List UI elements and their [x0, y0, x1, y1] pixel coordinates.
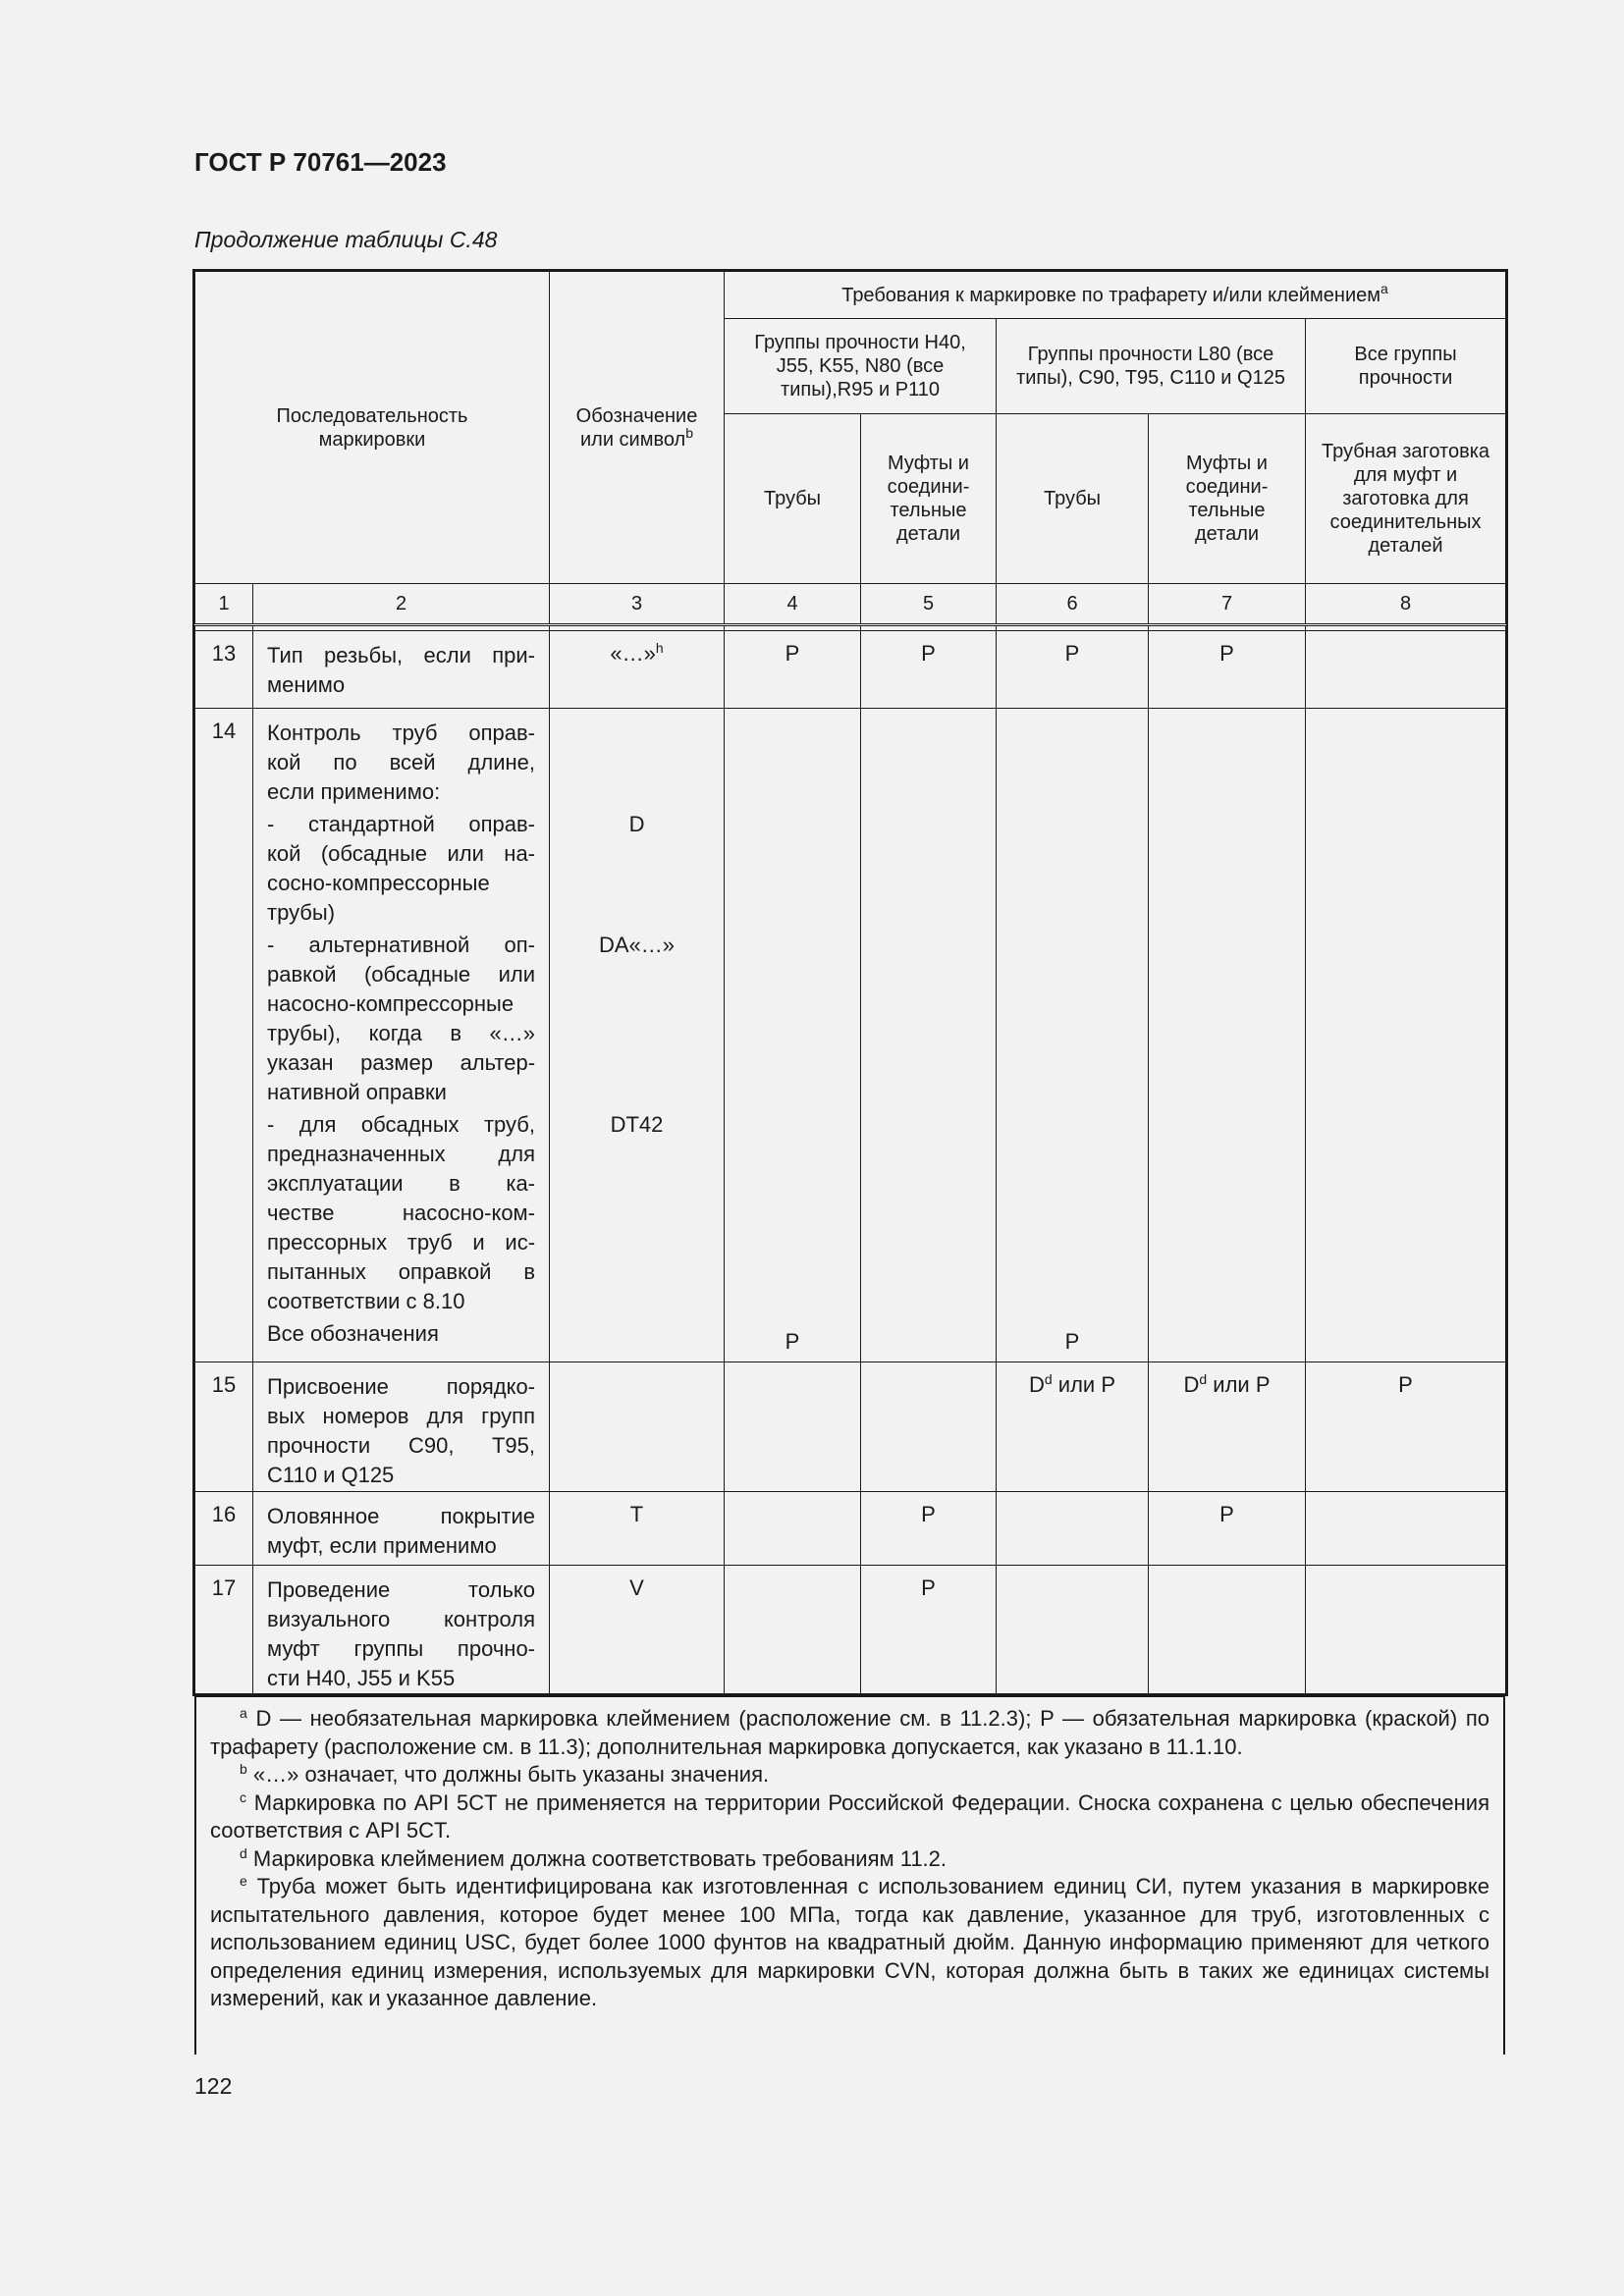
marking-table: Последовательность маркировки Обозначени…	[191, 269, 1509, 1696]
row-number: 14	[194, 708, 253, 1362]
header-requirements: Требования к маркировке по трафарету и/и…	[724, 271, 1507, 319]
cell-mark: Dd или P	[996, 1362, 1150, 1492]
row-number: 17	[194, 1565, 253, 1694]
page-number: 122	[194, 2073, 233, 2099]
row-symbol: D DA«…» DT42	[549, 708, 726, 1362]
cell-mark	[1148, 1565, 1307, 1694]
cell-mark	[996, 1491, 1150, 1566]
cell-mark: Dd или P	[1148, 1362, 1307, 1492]
header-couplings-1: Муфты и соедини-тельные детали	[860, 413, 998, 584]
cell-mark: P	[724, 630, 862, 709]
cell-mark: P	[860, 1491, 998, 1566]
header-couplings-2: Муфты и соедини-тельные детали	[1148, 413, 1307, 584]
row-description: Проведение только визуального контроля муф…	[251, 1565, 551, 1694]
header-pipes-2: Трубы	[996, 413, 1150, 584]
row-symbol: V	[549, 1565, 726, 1694]
cell-mark: P	[1148, 630, 1307, 709]
col-number: 5	[860, 583, 998, 626]
col-number: 3	[549, 583, 726, 626]
cell-mark	[1305, 1491, 1507, 1566]
row-number: 16	[194, 1491, 253, 1566]
column-numbers-row: 1 2 3 4 5 6 7 8	[194, 583, 1507, 626]
row-symbol	[549, 1362, 726, 1492]
header-sequence: Последовательность маркировки	[193, 271, 551, 584]
cell-mark	[724, 1362, 862, 1492]
footnote-d: d Маркировка клеймением должна соответст…	[240, 1844, 947, 1871]
footnote-a: a D — необязательная маркировка клеймени…	[210, 1705, 1489, 1759]
cell-mark: P	[724, 708, 862, 1362]
col-number: 7	[1148, 583, 1307, 626]
header-pipes-1: Трубы	[724, 413, 862, 584]
col-number: 6	[996, 583, 1150, 626]
row-description: Контроль труб оправ-кой по всей длине, ес…	[251, 708, 551, 1362]
header-group-3: Все группы прочности	[1305, 318, 1507, 414]
header-group-1: Группы прочности H40, J55, K55, N80 (все…	[724, 318, 998, 414]
footnote-b: b «…» означает, что должны быть указаны …	[240, 1761, 770, 1787]
table-row: 13 Тип резьбы, если при- менимо «…»h P P…	[194, 630, 1507, 709]
row-description: Тип резьбы, если при- менимо	[251, 630, 551, 709]
cell-mark: P	[1148, 1491, 1307, 1566]
cell-mark	[1148, 708, 1307, 1362]
table-row: 16 Оловянное покрытие муфт, если применим…	[194, 1491, 1507, 1566]
cell-mark: P	[1305, 1362, 1507, 1492]
cell-mark	[860, 1362, 998, 1492]
cell-mark	[860, 708, 998, 1362]
row-description: Присвоение порядко-вых номеров для групп…	[251, 1362, 551, 1492]
col-number: 4	[724, 583, 862, 626]
col-number: 8	[1305, 583, 1507, 626]
cell-mark	[724, 1491, 862, 1566]
header-blanks: Трубная заготовка для муфт и заготовка д…	[1305, 413, 1507, 584]
row-description: Оловянное покрытие муфт, если применимо	[251, 1491, 551, 1566]
cell-mark	[1305, 630, 1507, 709]
cell-mark	[1305, 708, 1507, 1362]
footnote-c: c Маркировка по API 5CT не применяется н…	[210, 1789, 1489, 1843]
cell-mark: P	[860, 630, 998, 709]
cell-mark	[996, 1565, 1150, 1694]
header-group-2: Группы прочности L80 (все типы), C90, T9…	[996, 318, 1307, 414]
table-caption: Продолжение таблицы С.48	[194, 227, 498, 252]
table-row: 15 Присвоение порядко-вых номеров для гр…	[194, 1362, 1507, 1492]
cell-mark: P	[996, 708, 1150, 1362]
row-number: 13	[194, 630, 253, 709]
table-footnotes: a D — необязательная маркировка клеймени…	[194, 1695, 1505, 2055]
row-symbol: «…»h	[549, 630, 726, 709]
cell-mark: P	[996, 630, 1150, 709]
header-symbol: Обозначение или символb	[549, 271, 726, 584]
row-symbol: T	[549, 1491, 726, 1566]
col-number: 2	[251, 583, 551, 626]
footnote-e: e Труба может быть идентифицирована как …	[210, 1873, 1489, 2010]
cell-mark: P	[860, 1565, 998, 1694]
col-number: 1	[194, 583, 253, 626]
cell-mark	[1305, 1565, 1507, 1694]
row-number: 15	[194, 1362, 253, 1492]
cell-mark	[724, 1565, 862, 1694]
document-title: ГОСТ Р 70761—2023	[194, 147, 447, 177]
table-row: 17 Проведение только визуального контроля…	[194, 1565, 1507, 1694]
table-row: 14 Контроль труб оправ-кой по всей длине…	[194, 708, 1507, 1362]
